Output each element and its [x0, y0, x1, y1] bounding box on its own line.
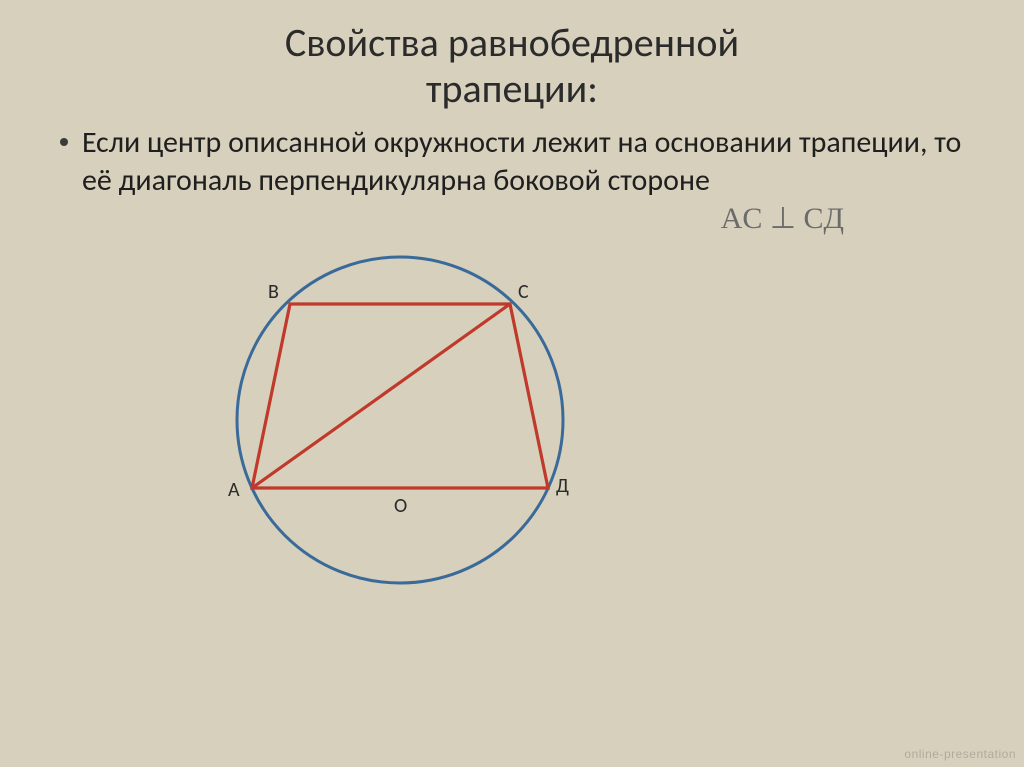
title-line-2: трапеции: — [426, 64, 598, 113]
bullet-item: Если центр описанной окружности лежит на… — [60, 124, 964, 199]
label-A: A — [228, 478, 240, 502]
label-B: В — [268, 280, 279, 304]
label-D: Д — [556, 474, 569, 498]
slide: Свойства равнобедренной трапеции: Если ц… — [0, 0, 1024, 767]
diagram: В С A Д О — [220, 240, 580, 600]
formula-text: AC ⊥ CД — [60, 201, 964, 236]
watermark: online-presentation — [904, 747, 1016, 761]
label-C: С — [518, 280, 529, 304]
bullet-dot-icon — [60, 138, 68, 146]
label-O: О — [394, 494, 407, 518]
slide-title: Свойства равнобедренной трапеции: — [60, 20, 964, 112]
bullet-text: Если центр описанной окружности лежит на… — [82, 124, 964, 199]
title-line-1: Свойства равнобедренной — [285, 18, 739, 67]
